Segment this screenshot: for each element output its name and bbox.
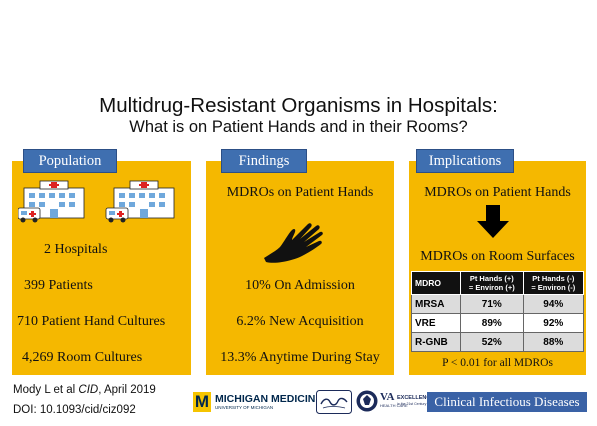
- title-line-2: What is on Patient Hands and in their Ro…: [129, 118, 468, 136]
- column-header-negative: Pt Hands (-) = Environ (-): [522, 271, 585, 295]
- hand-icon: [264, 223, 323, 263]
- table-header-row: MDRO Pt Hands (+) = Environ (+) Pt Hands …: [411, 271, 585, 295]
- mdro-table: MDRO Pt Hands (+) = Environ (+) Pt Hands …: [411, 271, 585, 352]
- michigan-block-m-icon: M: [193, 392, 211, 412]
- down-arrow-icon: [477, 205, 509, 238]
- stat-patients: 399 Patients: [24, 278, 93, 293]
- implications-heading-rooms: MDROs on Room Surfaces: [420, 249, 575, 264]
- findings-panel: [206, 161, 394, 375]
- va-excellence-logo: VA HEALTH CARE EXCELLENCE in the 21st Ce…: [380, 391, 434, 408]
- stat-hospitals: 2 Hospitals: [44, 242, 108, 257]
- table-cell: MRSA: [411, 294, 461, 314]
- title-line-1: Multidrug-Resistant Organisms in Hospita…: [99, 94, 498, 117]
- citation-line: Mody L et al CID, April 2019: [13, 384, 156, 396]
- table-cell: 71%: [460, 294, 524, 314]
- table-cell: R-GNB: [411, 332, 461, 352]
- hospital-script-logo: [316, 390, 352, 414]
- table-cell: 52%: [460, 332, 524, 352]
- findings-tag: Findings: [221, 149, 307, 173]
- hospital-buildings-icon: [18, 180, 175, 223]
- finding-admission: 10% On Admission: [245, 278, 355, 293]
- findings-heading: MDROs on Patient Hands: [226, 185, 374, 200]
- significance-footnote: P < 0.01 for all MDROs: [442, 357, 553, 369]
- implications-heading-hands: MDROs on Patient Hands: [424, 185, 571, 200]
- column-header-mdro: MDRO: [411, 271, 461, 295]
- va-seal-icon: [356, 390, 378, 412]
- table-cell: 92%: [522, 313, 585, 333]
- column-header-positive: Pt Hands (+) = Environ (+): [460, 271, 524, 295]
- table-cell: 94%: [522, 294, 585, 314]
- table-cell: 88%: [522, 332, 585, 352]
- finding-new-acquisition: 6.2% New Acquisition: [236, 314, 364, 329]
- table-row: R-GNB 52% 88%: [411, 332, 585, 352]
- journal-abbrev: CID: [78, 384, 99, 396]
- doi-line: DOI: 10.1093/cid/ciz092: [13, 404, 136, 416]
- stat-room-cultures: 4,269 Room Cultures: [22, 350, 143, 365]
- table-row: MRSA 71% 94%: [411, 294, 585, 314]
- implications-tag: Implications: [416, 149, 514, 173]
- population-tag: Population: [23, 149, 117, 173]
- stat-hand-cultures: 710 Patient Hand Cultures: [17, 314, 166, 329]
- table-cell: 89%: [460, 313, 524, 333]
- journal-logo: Clinical Infectious Diseases: [427, 392, 587, 412]
- table-row: VRE 89% 92%: [411, 313, 585, 333]
- finding-anytime: 13.3% Anytime During Stay: [220, 350, 380, 365]
- table-cell: VRE: [411, 313, 461, 333]
